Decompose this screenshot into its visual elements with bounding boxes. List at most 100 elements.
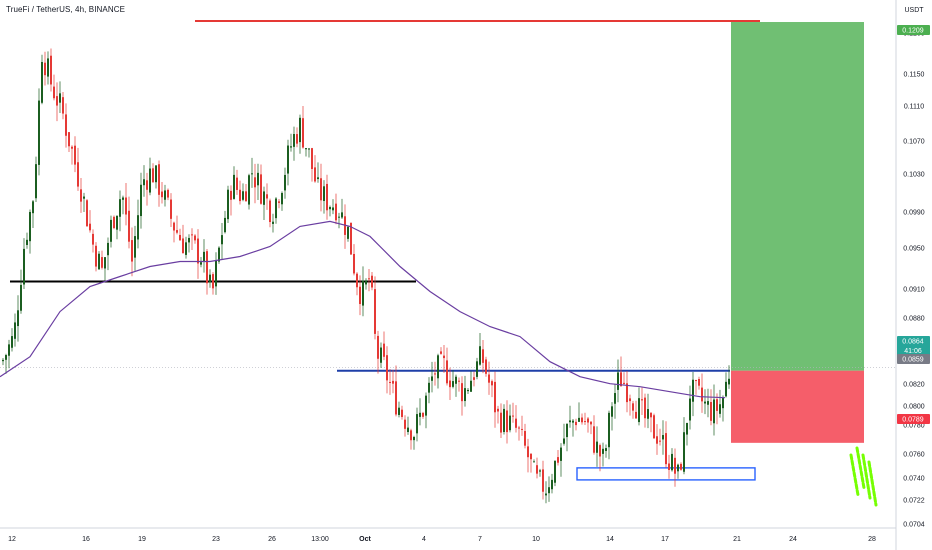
candle-body — [560, 447, 562, 461]
candle-body — [593, 426, 595, 453]
moving-average — [0, 220, 726, 399]
candle-body — [155, 165, 157, 183]
candle-body — [458, 380, 460, 382]
candle-body — [35, 164, 37, 199]
candle-body — [713, 399, 715, 424]
candle-body — [23, 248, 25, 285]
candle-body — [443, 355, 445, 359]
price-tick-label: 0.1070 — [903, 139, 925, 146]
price-tick-label: 0.0704 — [903, 522, 925, 529]
candle-body — [689, 398, 691, 421]
candle-body — [599, 445, 601, 457]
candle-body — [50, 55, 52, 85]
logo-bar — [849, 453, 860, 497]
candle-body — [620, 372, 622, 387]
candle-body — [17, 310, 19, 327]
candle-body — [401, 409, 403, 417]
candle-body — [53, 86, 55, 99]
candle-body — [662, 435, 664, 440]
candle-body — [128, 210, 130, 242]
candle-body — [299, 117, 301, 143]
demand-zone-box — [576, 467, 756, 481]
candle-body — [371, 275, 373, 288]
price-badge-label: 0.0864 — [902, 339, 924, 346]
candle-body — [431, 376, 433, 381]
candle-body — [107, 242, 109, 256]
candle-body — [11, 336, 13, 348]
time-tick-label: 12 — [8, 536, 16, 543]
candle-body — [425, 395, 427, 416]
candle-body — [635, 411, 637, 419]
candle-body — [716, 399, 718, 411]
candle-body — [512, 415, 514, 417]
candle-body — [671, 453, 673, 471]
price-tick-label: 0.0780 — [903, 423, 925, 430]
candle-body — [548, 487, 550, 494]
candle-body — [185, 242, 187, 255]
candle-body — [494, 381, 496, 413]
candle-body — [554, 460, 556, 483]
candle-body — [617, 372, 619, 390]
price-tick-label: 0.0950 — [903, 246, 925, 253]
candle-body — [611, 406, 613, 417]
candle-body — [362, 280, 364, 306]
candle-body — [215, 260, 217, 287]
candle-body — [296, 134, 298, 144]
candle-body — [308, 148, 310, 150]
candle-body — [116, 215, 118, 230]
candle-body — [29, 211, 31, 242]
target-zone — [731, 22, 864, 371]
price-badge — [897, 336, 930, 356]
logo-bar — [861, 453, 872, 500]
candle-body — [650, 412, 652, 418]
price-tick-label: 0.0990 — [903, 210, 925, 217]
candle-body — [125, 197, 127, 215]
candle-body — [446, 360, 448, 384]
candle-body — [68, 132, 70, 147]
time-tick-label: 28 — [868, 536, 876, 543]
price-badge-label: 0.0789 — [902, 417, 924, 424]
candle-body — [530, 453, 532, 460]
candle-body — [83, 196, 85, 199]
candle-body — [605, 448, 607, 451]
candle-body — [350, 222, 352, 255]
candle-body — [584, 421, 586, 423]
candle-body — [341, 212, 343, 218]
candle-body — [473, 377, 475, 380]
price-tick-label: 0.1030 — [903, 172, 925, 179]
price-tick-label: 0.1110 — [904, 104, 924, 111]
candle-body — [386, 355, 388, 381]
candle-body — [461, 383, 463, 402]
time-tick-label: 17 — [661, 536, 669, 543]
price-badge — [897, 354, 930, 364]
time-tick-label: 19 — [138, 536, 146, 543]
candle-body — [455, 376, 457, 384]
candle-body — [374, 289, 376, 334]
candle-body — [41, 62, 43, 103]
candle-body — [503, 408, 505, 433]
candle-body — [677, 464, 679, 472]
candle-body — [191, 234, 193, 236]
position-zones[interactable] — [576, 22, 864, 481]
candle-body — [281, 192, 283, 205]
time-tick-label: 14 — [606, 536, 614, 543]
candle-body — [440, 351, 442, 354]
candle-body — [227, 189, 229, 220]
candle-body — [533, 461, 535, 463]
candle-body — [200, 262, 202, 265]
candle-body — [293, 134, 295, 147]
candle-body — [572, 420, 574, 423]
candle-body — [254, 177, 256, 188]
candle-body — [8, 344, 10, 356]
candle-body — [653, 415, 655, 439]
candle-body — [149, 168, 151, 193]
candle-body — [422, 412, 424, 417]
candle-body — [338, 216, 340, 218]
candle-body — [323, 186, 325, 202]
candle-body — [518, 427, 520, 429]
time-tick-label: 13:00 — [311, 536, 329, 543]
candle-body — [257, 172, 259, 186]
price-tick-label: 0.0880 — [903, 316, 925, 323]
